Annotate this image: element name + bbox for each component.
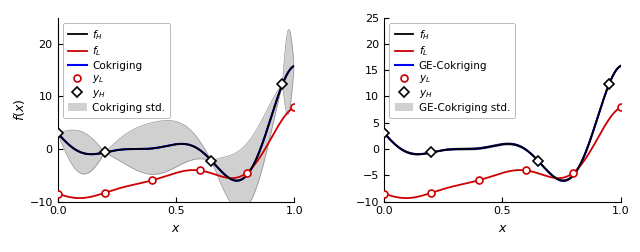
$y_L$ [101,191,109,194]
Line: $f_H$: $f_H$ [384,66,621,181]
Legend: $f_H$, $f_L$, GE-Cokriging, $y_L$, $y_H$, GE-Cokriging std.: $f_H$, $f_L$, GE-Cokriging, $y_L$, $y_H$… [389,23,515,118]
$y_H$ [605,83,613,86]
$y_H$ [428,151,435,154]
Line: Cokriging: Cokriging [58,66,294,181]
$f_H$ [559,179,567,182]
$f_H$ [233,179,241,182]
$y_H$ [380,132,388,135]
Line: $y_H$: $y_H$ [381,81,612,164]
$f_L$ [495,173,502,176]
GE-Cokriging [521,147,529,150]
Line: $y_L$: $y_L$ [381,104,624,197]
Line: $y_H$: $y_H$ [54,81,286,164]
GE-Cokriging [617,64,625,67]
$f_H$ [617,64,625,67]
$f_H$ [182,143,189,146]
$y_L$ [522,169,530,172]
$f_H$ [612,70,620,73]
$y_L$ [243,171,251,174]
$f_H$ [493,144,500,147]
$f_H$ [195,147,202,150]
GE-Cokriging [612,70,620,73]
$f_H$ [166,144,174,147]
GE-Cokriging [493,144,500,147]
GE-Cokriging [575,166,582,169]
$f_L$ [493,173,501,176]
$f_L$ [195,169,203,172]
GE-Cokriging [494,143,502,146]
$f_L$ [402,197,410,200]
$f_H$ [380,132,388,135]
Cokriging [291,64,298,67]
Cokriging [166,144,174,147]
Cokriging [248,166,256,169]
Cokriging [168,143,175,146]
Legend: $f_H$, $f_L$, Cokriging, $y_L$, $y_H$, Cokriging std.: $f_H$, $f_L$, Cokriging, $y_L$, $y_H$, C… [63,23,170,118]
$f_H$ [54,132,61,135]
Cokriging [195,147,202,150]
$y_H$ [278,83,286,86]
$f_H$ [521,147,529,150]
Cokriging [182,143,189,146]
$y_L$ [475,179,483,182]
Cokriging [285,70,293,73]
GE-Cokriging [508,143,516,146]
$y_L$ [617,106,625,109]
$y_H$ [534,159,542,162]
$f_H$ [248,166,256,169]
$f_L$ [612,110,620,113]
GE-Cokriging [559,179,567,182]
GE-Cokriging [380,132,388,135]
$y_H$ [101,151,109,154]
$f_H$ [291,64,298,67]
$y_L$ [148,179,156,182]
X-axis label: $x$: $x$ [497,222,508,235]
Line: $f_L$: $f_L$ [384,107,621,198]
$f_L$ [522,169,529,172]
$f_H$ [575,166,582,169]
Line: $y_L$: $y_L$ [54,104,298,197]
$y_L$ [570,171,577,174]
$f_L$ [168,173,176,176]
$f_H$ [508,143,516,146]
$f_L$ [182,169,190,172]
$f_L$ [166,173,174,176]
$f_H$ [168,143,175,146]
$y_L$ [428,191,435,194]
Line: GE-Cokriging: GE-Cokriging [384,66,621,181]
$f_H$ [285,70,293,73]
$f_L$ [575,166,582,169]
$f_L$ [617,106,625,109]
$f_H$ [494,143,502,146]
$f_L$ [54,192,61,195]
$f_L$ [76,197,83,200]
Cokriging [233,179,241,182]
$y_L$ [54,192,61,195]
$y_L$ [196,169,204,172]
$f_L$ [291,106,298,109]
$f_L$ [285,110,293,113]
$f_L$ [509,169,516,172]
Line: $f_H$: $f_H$ [58,66,294,181]
X-axis label: $x$: $x$ [171,222,181,235]
$f_L$ [248,166,256,169]
Cokriging [54,132,61,135]
Y-axis label: $f(x)$: $f(x)$ [12,98,27,121]
$f_L$ [380,192,388,195]
$y_H$ [207,159,215,162]
$y_H$ [54,132,61,135]
$y_L$ [380,192,388,195]
$y_L$ [291,106,298,109]
Line: $f_L$: $f_L$ [58,107,294,198]
